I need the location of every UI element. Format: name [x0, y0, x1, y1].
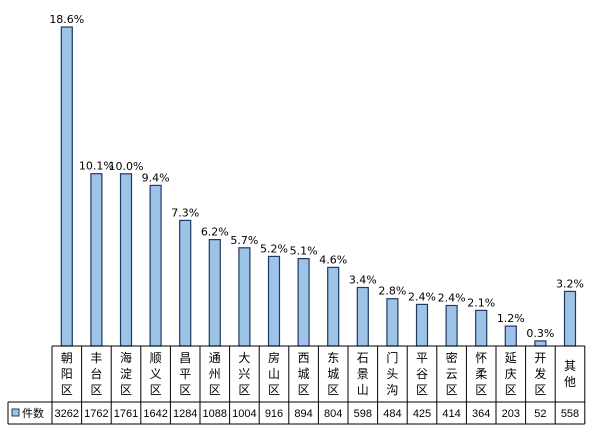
percent-label-14: 2.1% — [467, 296, 495, 309]
percent-labels-group: 18.6% 10.1%10.0%9.4% 7.3%6.2%5.7%5.2% 5.1%4… — [49, 13, 584, 340]
bars-group — [60, 26, 577, 347]
legend-series-name: 件数 — [22, 407, 44, 420]
value-cell-9: 804 — [324, 408, 342, 420]
percent-label-2: 10.0% — [109, 160, 144, 173]
value-cell-13: 414 — [442, 408, 460, 420]
percent-label-17: 3.2% — [556, 277, 584, 290]
value-cell-7: 916 — [265, 408, 283, 420]
percent-label-1: 10.1% — [79, 160, 114, 173]
bar-15 — [504, 325, 517, 347]
value-cell-12: 425 — [413, 408, 431, 420]
bar-10 — [356, 286, 369, 347]
value-cell-8: 894 — [294, 408, 312, 420]
percent-label-13: 2.4% — [438, 292, 466, 305]
bar-12 — [415, 303, 429, 347]
bar-0 — [60, 26, 73, 347]
bar-4 — [179, 219, 192, 347]
percent-label-5: 6.2% — [201, 226, 229, 239]
category-label-12: 平谷区 — [416, 351, 428, 397]
value-cell-16: 52 — [534, 408, 546, 420]
value-cell-14: 364 — [472, 408, 490, 420]
bar-9 — [327, 266, 340, 347]
value-cell-1: 1762 — [84, 408, 108, 420]
value-cell-11: 484 — [383, 408, 401, 420]
category-label-15: 延庆区 — [505, 351, 517, 397]
bar-3 — [149, 184, 162, 347]
value-cell-0: 3262 — [55, 408, 79, 420]
value-cell-2: 1761 — [114, 408, 138, 420]
percent-label-10: 3.4% — [349, 274, 377, 287]
category-label-8: 西城区 — [298, 351, 310, 397]
bar-8 — [297, 258, 310, 347]
bar-16 — [534, 340, 547, 347]
percent-label-8: 5.1% — [290, 245, 318, 258]
category-label-11: 门头沟 — [386, 350, 398, 397]
category-label-5: 通州区 — [209, 351, 221, 397]
category-label-14: 怀柔区 — [475, 351, 487, 397]
category-label-13: 密云区 — [446, 350, 458, 397]
category-label-16: 开发区 — [534, 351, 546, 397]
value-cell-17: 558 — [561, 408, 579, 420]
category-label-9: 东城区 — [327, 351, 339, 397]
value-cell-3: 1642 — [143, 408, 167, 420]
value-cell-10: 598 — [354, 408, 372, 420]
bar-5 — [208, 239, 221, 347]
value-cell-15: 203 — [502, 408, 520, 420]
value-cell-4: 1284 — [173, 408, 197, 420]
percent-label-0: 18.6% — [49, 13, 84, 26]
category-label-0: 朝阳区 — [61, 351, 73, 397]
category-label-3: 顺义区 — [150, 351, 162, 397]
percent-label-16: 0.3% — [526, 327, 554, 340]
legend-key — [11, 408, 20, 417]
value-cell-5: 1088 — [203, 408, 227, 420]
category-label-1: 丰台区 — [90, 351, 102, 397]
percent-label-6: 5.7% — [230, 234, 258, 247]
percent-label-7: 5.2% — [260, 242, 288, 255]
bar-17 — [563, 290, 577, 347]
percent-label-9: 4.6% — [319, 253, 347, 266]
value-cell-6: 1004 — [232, 408, 256, 420]
bar-1 — [90, 173, 103, 347]
bar-2 — [119, 173, 133, 347]
percent-label-15: 1.2% — [497, 312, 525, 325]
bar-14 — [475, 309, 488, 347]
bar-11 — [386, 298, 399, 347]
percent-label-3: 9.4% — [142, 171, 170, 184]
category-label-4: 昌平区 — [179, 351, 191, 397]
bar-6 — [238, 247, 251, 347]
category-label-2: 海淀区 — [120, 350, 132, 397]
category-label-6: 大兴区 — [238, 351, 250, 397]
bar-7 — [267, 255, 281, 347]
data-table: 朝阳区 丰台区 海淀区 顺义区 昌平区 通州区 大兴区 房山区 西城区 东城区 石景山 门头沟 平谷区 密… — [7, 345, 586, 425]
bar-13 — [445, 304, 458, 347]
category-label-17: 其他 — [564, 359, 576, 389]
category-label-10: 石景山 — [357, 351, 369, 397]
percent-label-12: 2.4% — [408, 290, 436, 303]
percent-label-11: 2.8% — [378, 285, 406, 298]
category-label-7: 房山区 — [268, 350, 280, 397]
percent-label-4: 7.3% — [171, 206, 199, 219]
